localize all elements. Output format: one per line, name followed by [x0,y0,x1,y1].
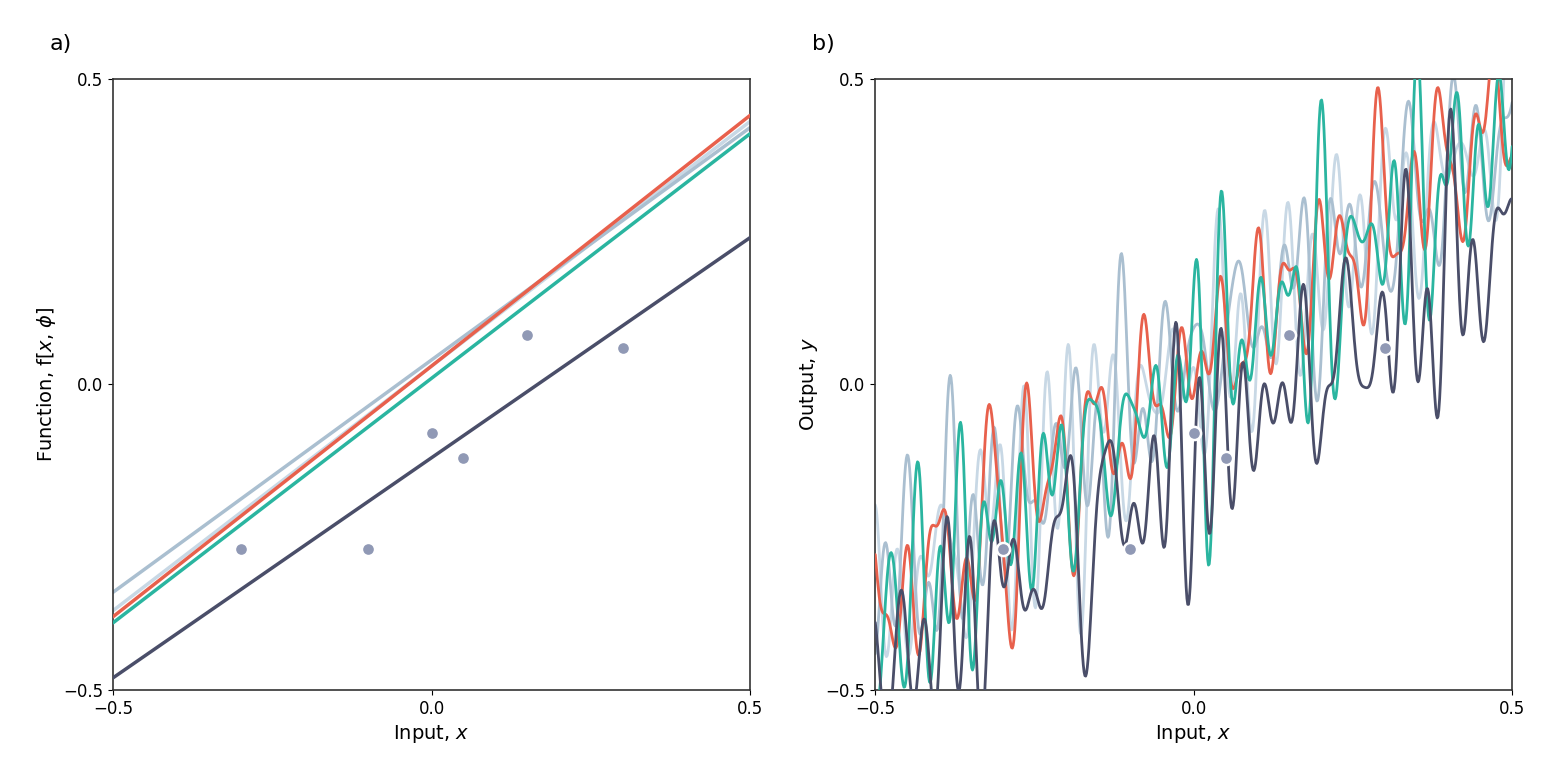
Point [1373,342,1398,354]
Point [515,329,540,342]
Y-axis label: Output, $y$: Output, $y$ [797,338,821,431]
Point [420,427,445,439]
Point [356,543,381,555]
Point [610,342,635,354]
X-axis label: Input, $x$: Input, $x$ [393,723,470,745]
Text: b): b) [811,34,835,55]
X-axis label: Input, $x$: Input, $x$ [1156,723,1232,745]
Point [228,543,253,555]
Point [1214,452,1239,464]
Point [451,452,476,464]
Point [1181,427,1206,439]
Point [1117,543,1142,555]
Point [991,543,1016,555]
Y-axis label: Function, f[$x$, $\phi$]: Function, f[$x$, $\phi$] [34,307,58,462]
Text: a): a) [50,34,72,55]
Point [1276,329,1301,342]
